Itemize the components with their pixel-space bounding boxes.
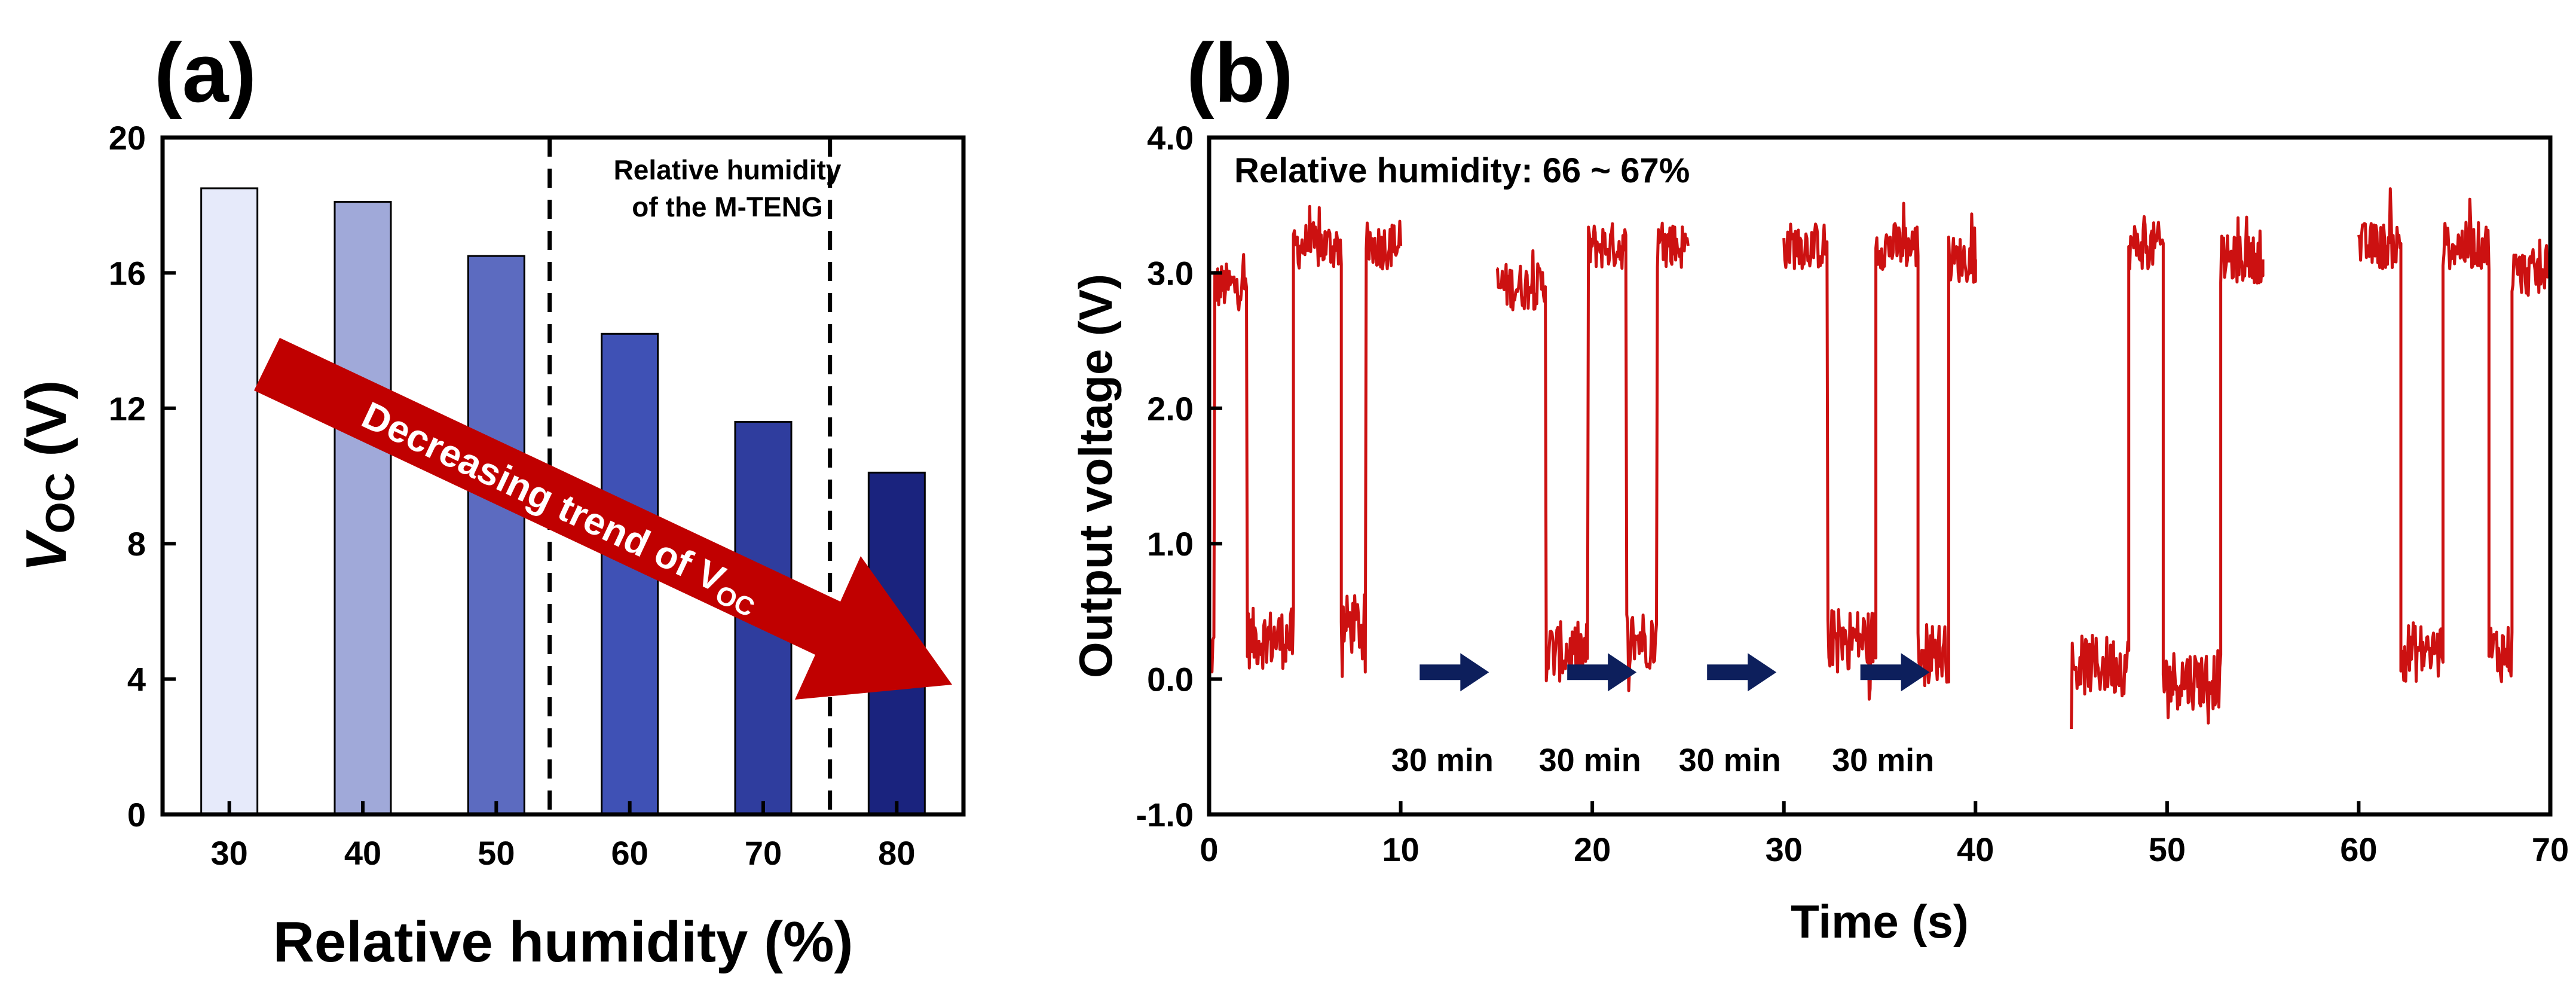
gap-label: 30 min — [1679, 743, 1781, 779]
x-tick-label-b: 10 — [1382, 831, 1419, 868]
y-tick-label-b: 0.0 — [1147, 661, 1194, 698]
voltage-trace-segment-2 — [1495, 221, 1690, 692]
bar-30 — [200, 187, 259, 816]
trend-arrow-label: Decreasing trend of VOC — [353, 393, 767, 623]
gap-label: 30 min — [1832, 743, 1934, 779]
gap-markers: 30 min 30 min 30 min 30 min — [1391, 653, 1934, 779]
y-tick-label-b: 1.0 — [1147, 525, 1194, 563]
voltage-trace-segment-5 — [2357, 187, 2552, 683]
gap-arrow — [1419, 653, 1489, 692]
panel-a-frame — [160, 135, 966, 817]
region-annotation-line-2: of the M-TENG — [632, 191, 822, 222]
x-tick-label-b: 70 — [2532, 831, 2569, 868]
trend-arrow-shape — [254, 338, 952, 700]
panel-b: (b) Relative humidity: 66 ~ 67% 30 min 30… — [1069, 26, 2569, 948]
y-tick-label: 0 — [127, 796, 146, 834]
y-axis-ticks-b: -1.0 0.0 1.0 2.0 3.0 4.0 — [1136, 119, 1222, 834]
x-axis-title-b: Time (s) — [1791, 895, 1969, 948]
y-tick-label-b: -1.0 — [1136, 796, 1194, 834]
gap-arrow — [1707, 653, 1777, 692]
x-axis-ticks-b: 0 10 20 30 40 50 60 70 — [1200, 801, 2569, 868]
x-tick-label-b: 60 — [2340, 831, 2377, 868]
x-tick-label: 30 — [211, 834, 248, 872]
y-tick-label: 4 — [127, 661, 146, 698]
y-tick-label: 20 — [109, 119, 146, 157]
x-tick-label: 60 — [611, 834, 648, 872]
voltage-trace-segment-4 — [2070, 215, 2265, 730]
y-tick-label: 12 — [109, 390, 146, 428]
gap-label: 30 min — [1391, 743, 1494, 779]
x-tick-label-b: 40 — [1957, 831, 1994, 868]
voltage-trace-segment-3 — [1782, 202, 1977, 701]
y-axis-ticks: 0 4 8 12 16 20 — [109, 119, 176, 834]
panel-b-label: (b) — [1186, 26, 1293, 120]
bar-40 — [334, 201, 392, 816]
panel-a: (a) Relative humidity of the M-TENG 0 4 8 1… — [14, 26, 966, 974]
y-tick-label-b: 2.0 — [1147, 390, 1194, 428]
y-axis-title: VOC (V) — [14, 380, 83, 572]
x-tick-label: 40 — [344, 834, 381, 872]
gap-arrow — [1860, 653, 1930, 692]
y-tick-label: 16 — [109, 254, 146, 292]
gap-arrow — [1567, 653, 1637, 692]
panel-b-frame — [1207, 135, 2553, 817]
y-tick-label-b: 3.0 — [1147, 254, 1194, 292]
panel-a-label: (a) — [154, 26, 256, 120]
x-tick-label: 50 — [478, 834, 515, 872]
y-tick-label: 8 — [127, 525, 146, 563]
gap-label: 30 min — [1539, 743, 1641, 779]
bar-50 — [467, 255, 525, 816]
x-tick-label-b: 20 — [1574, 831, 1611, 868]
x-axis-ticks: 30 40 50 60 70 80 — [211, 801, 915, 872]
x-tick-label-b: 30 — [1766, 831, 1803, 868]
voltage-traces — [1207, 187, 2552, 730]
region-annotation-line-1: Relative humidity — [614, 154, 842, 185]
x-tick-label-b: 50 — [2149, 831, 2186, 868]
humidity-annotation: Relative humidity: 66 ~ 67% — [1234, 151, 1690, 190]
y-tick-label-b: 4.0 — [1147, 119, 1194, 157]
x-axis-title: Relative humidity (%) — [273, 910, 853, 974]
voltage-trace-segment-1 — [1207, 205, 1403, 678]
y-axis-title-b: Output voltage (V) — [1069, 274, 1122, 678]
x-tick-label: 70 — [745, 834, 782, 872]
x-tick-label-b: 0 — [1200, 831, 1218, 868]
x-tick-label: 80 — [878, 834, 915, 872]
